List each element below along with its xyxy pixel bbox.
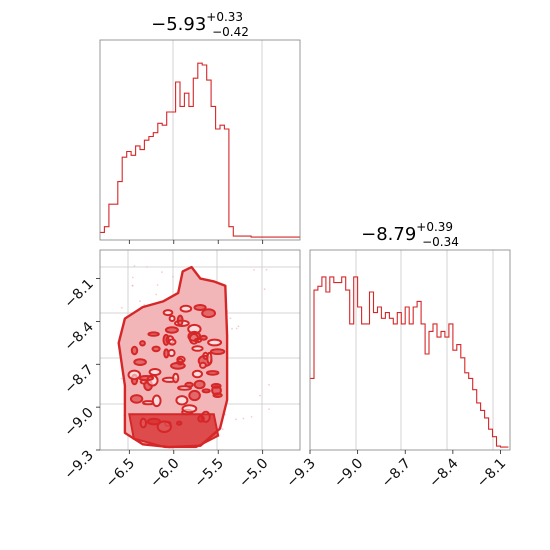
contour-loop [163, 348, 170, 359]
contour-loop [130, 345, 139, 356]
contour-loop [167, 348, 176, 358]
y-tick-label: −9.3 [61, 448, 96, 483]
contour-loop [206, 370, 220, 376]
contour-loop [193, 379, 206, 390]
panel-bottom-right-histogram: −9.3 −9.0 −8.7 −8.4 −8.1 −8.79+0.39 −0.34 [283, 220, 511, 491]
contour-loop [147, 331, 160, 337]
scatter-point [131, 276, 134, 279]
scatter-point [259, 394, 261, 397]
scatter-point [120, 377, 123, 380]
histogram-series-2 [310, 276, 509, 448]
x-tick-label: −8.7 [379, 456, 414, 491]
contour-loop [199, 334, 208, 341]
scatter-point [120, 306, 123, 309]
panel-top-left-histogram: −5.93+0.33 −0.42 [99, 10, 301, 244]
axes-frame [99, 249, 301, 451]
axes-frame [99, 39, 301, 241]
contour-loop [209, 348, 226, 356]
contour-loop [162, 333, 170, 346]
x-tick-label: −8.4 [426, 455, 461, 490]
contour-loop [176, 314, 184, 327]
dense-core [128, 413, 220, 449]
scatter-point [155, 293, 158, 296]
panel-bottom-left-contour: −6.5 −6.0 −5.5 −5.0 −8.1 −8.4 −8.7 −9.0 −9.3 [61, 249, 301, 491]
scatter-point [229, 317, 232, 320]
contour-loop [129, 394, 144, 404]
histogram-series-1 [100, 62, 300, 238]
y-tick-label: −8.4 [61, 319, 96, 354]
contour-loop [148, 368, 162, 376]
contour-loop [138, 375, 155, 382]
scatter-point [139, 300, 141, 303]
x-ticks-bottom-right: −9.3 −9.0 −8.7 −8.4 −8.1 [283, 450, 509, 491]
contour-loop [184, 381, 194, 388]
y-tick-label: −9.0 [61, 405, 96, 440]
contour-loop [162, 309, 174, 317]
contour-loop [191, 345, 204, 352]
x-tick-label: −8.1 [474, 456, 509, 491]
contour-loop [127, 369, 142, 381]
x-tick-label: −6.5 [103, 456, 138, 491]
contour-loop [179, 304, 193, 313]
contour-loop [187, 330, 202, 342]
scatter-point [161, 271, 163, 273]
contour-loop [188, 389, 201, 402]
contour-loop [168, 315, 176, 322]
x-tick-label: −9.0 [331, 456, 366, 491]
x-tick-label: −5.0 [236, 456, 271, 491]
contour-loop [201, 308, 217, 319]
contour-loop [212, 392, 223, 399]
scatter-point [268, 383, 270, 386]
contour-loop [133, 358, 147, 367]
scatter-point [242, 417, 245, 420]
contour-loop [175, 395, 189, 406]
contour-loop [193, 304, 207, 311]
contour-loop [172, 372, 180, 384]
scatter-point [237, 325, 240, 328]
title-param-1: −5.93+0.33 −0.42 [151, 10, 249, 39]
contour-loop [139, 340, 146, 347]
scatter-point [253, 269, 255, 271]
y-ticks-bottom-left: −8.1 −8.4 −8.7 −9.0 −9.3 [61, 276, 100, 483]
y-tick-label: −8.7 [61, 362, 96, 397]
scatter-point [133, 265, 136, 267]
scatter-point [235, 418, 237, 421]
scatter-point [250, 416, 253, 418]
scatter-point [156, 284, 159, 286]
contour-loop [199, 361, 207, 369]
scatter-point [268, 408, 270, 410]
contour-loop [191, 369, 203, 379]
scatter-point [263, 288, 266, 291]
contour-loop [151, 345, 161, 353]
scatter-point [235, 327, 238, 330]
scatter-point [231, 327, 233, 330]
title-param-2: −8.79+0.39 −0.34 [361, 220, 459, 249]
x-ticks-top [128, 240, 264, 244]
contour-loop [176, 357, 184, 366]
x-tick-label: −6.0 [147, 456, 182, 491]
x-tick-label: −5.5 [192, 456, 227, 491]
scatter-point [146, 266, 148, 268]
y-tick-label: −8.1 [61, 276, 96, 311]
axes-frame [309, 249, 511, 451]
contour-loop [207, 338, 223, 347]
contour-loop [164, 326, 179, 334]
x-tick-label: −9.3 [283, 456, 318, 491]
contour-loop [201, 388, 211, 394]
scatter-point [131, 284, 134, 287]
contour-density [117, 265, 270, 449]
contour-loop [168, 338, 177, 346]
contour-loop [151, 394, 162, 408]
contour-loop [181, 404, 198, 414]
scatter-point [172, 275, 174, 278]
contour-loop [206, 351, 213, 365]
x-ticks-bottom-left: −6.5 −6.0 −5.5 −5.0 [103, 450, 271, 491]
scatter-point [221, 428, 224, 431]
scatter-point [265, 268, 268, 271]
contour-loop [210, 383, 222, 389]
